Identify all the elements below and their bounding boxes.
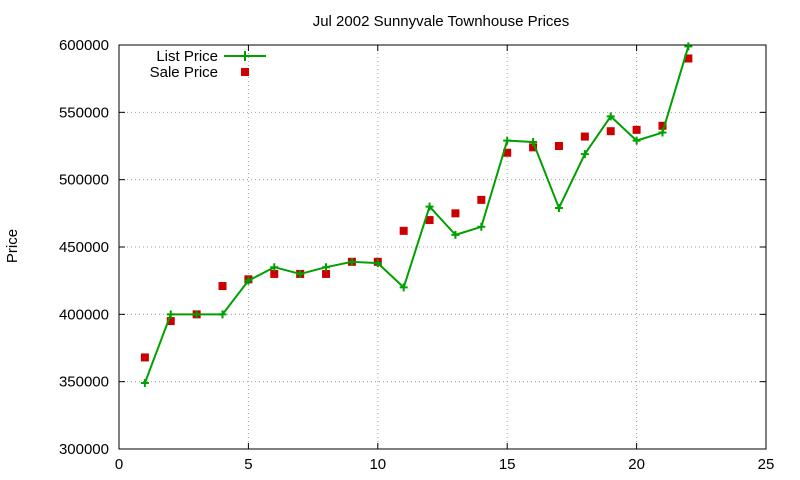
x-tick-label: 25: [758, 456, 775, 473]
sale-price-point: [451, 209, 460, 218]
y-tick-label: 400000: [59, 306, 109, 323]
list-price-point: [425, 202, 434, 211]
list-price-point: [606, 112, 615, 121]
sale-price-point: [606, 127, 615, 136]
y-tick-label: 350000: [59, 374, 109, 391]
list-price-point: [166, 310, 175, 319]
y-tick-label: 550000: [59, 104, 109, 121]
list-price-point: [140, 379, 149, 388]
y-axis-label: Price: [4, 229, 21, 263]
list-price-point: [347, 257, 356, 266]
sale-price-point: [580, 132, 589, 141]
list-price-point: [529, 137, 538, 146]
sale-price-point: [658, 121, 667, 130]
sale-price-point: [270, 269, 279, 278]
list-price-point: [192, 310, 201, 319]
chart-title: Jul 2002 Sunnyvale Townhouse Prices: [313, 13, 570, 30]
y-tick-label: 450000: [59, 239, 109, 256]
legend: List Price Sale Price: [150, 48, 266, 81]
series-layer: [140, 42, 693, 388]
sale-price-point: [477, 195, 486, 204]
list-price-point: [477, 222, 486, 231]
legend-sale-price-label: Sale Price: [150, 64, 218, 81]
list-price-point: [632, 136, 641, 145]
x-tick-label: 10: [369, 456, 386, 473]
list-price-point: [580, 150, 589, 159]
sale-price-point: [503, 148, 512, 157]
sale-price-point: [218, 282, 227, 291]
x-tick-label: 5: [244, 456, 252, 473]
x-tick-label: 0: [115, 456, 123, 473]
sale-price-point: [140, 353, 149, 362]
sale-price-point: [529, 143, 538, 152]
y-tick-label: 300000: [59, 441, 109, 458]
list-price-point: [658, 128, 667, 137]
sale-price-point: [425, 216, 434, 225]
list-price-point: [296, 269, 305, 278]
sale-price-point: [554, 142, 563, 150]
list-price-point: [270, 263, 279, 272]
axis-ticks: 0 5 10 15 20 25 300000 350000 400000 450000 500000…: [59, 37, 774, 473]
grid-lines: [119, 45, 766, 449]
legend-list-price-label: List Price: [156, 48, 218, 65]
list-price-point: [451, 230, 460, 239]
sale-price-point: [632, 125, 641, 134]
list-price-point: [218, 310, 227, 319]
list-price-point: [244, 276, 253, 285]
list-price-point: [554, 203, 563, 212]
sale-price-point: [684, 54, 693, 63]
sale-price-point: [166, 317, 175, 326]
x-tick-label: 20: [628, 456, 645, 473]
y-tick-label: 600000: [59, 37, 109, 54]
list-price-point: [684, 42, 693, 51]
list-price-point: [322, 263, 331, 272]
sale-price-point: [399, 226, 408, 235]
y-tick-label: 500000: [59, 172, 109, 189]
sale-price-point: [322, 269, 331, 278]
list-price-line: [143, 46, 690, 384]
legend-sale-price-marker: [241, 68, 249, 76]
legend-list-price-marker: [240, 51, 250, 61]
plot-frame: [118, 44, 767, 450]
list-price-point: [373, 259, 382, 268]
list-price-point: [399, 283, 408, 292]
list-price-point: [503, 136, 512, 145]
x-tick-label: 15: [499, 456, 516, 473]
